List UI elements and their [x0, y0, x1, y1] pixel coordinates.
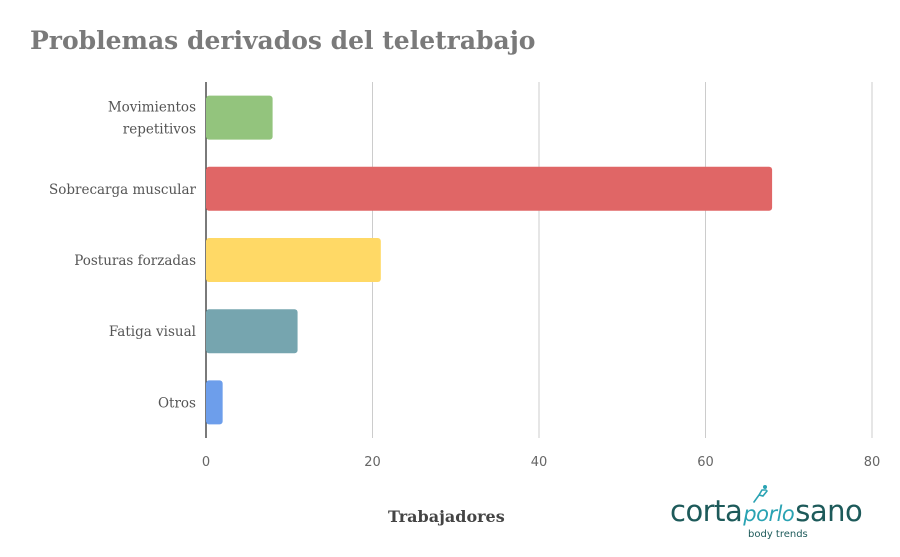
category-label: repetitivos	[123, 122, 196, 138]
x-tick-label: 0	[202, 455, 210, 470]
bar	[206, 380, 223, 425]
logo-tagline: body trends	[748, 529, 808, 540]
category-label: Sobrecarga muscular	[49, 182, 197, 198]
category-label: Posturas forzadas	[74, 253, 196, 269]
brand-logo: cortaporlosano body trends	[670, 485, 890, 548]
x-tick-label: 60	[697, 455, 714, 470]
logo-part-corta: corta	[670, 494, 743, 528]
category-label: Fatiga visual	[109, 324, 196, 340]
runner-figure-icon	[753, 485, 768, 503]
bar	[206, 166, 773, 211]
logo-part-sano: sano	[795, 494, 863, 528]
bar	[206, 95, 273, 140]
chart-title: Problemas derivados del teletrabajo	[30, 26, 536, 55]
x-axis-title: Trabajadores	[388, 507, 505, 526]
category-label: Otros	[158, 395, 196, 411]
x-tick-label: 20	[364, 455, 381, 470]
logo-wordmark: cortaporlosano	[670, 494, 863, 528]
category-label: Movimientos	[108, 100, 196, 116]
logo-part-porlo: porlo	[743, 502, 795, 526]
bar	[206, 309, 298, 354]
bar	[206, 238, 381, 282]
x-tick-label: 80	[864, 455, 881, 470]
x-tick-label: 40	[531, 455, 548, 470]
